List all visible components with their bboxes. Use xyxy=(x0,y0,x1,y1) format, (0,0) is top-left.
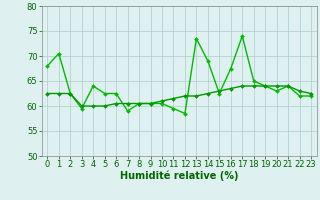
X-axis label: Humidité relative (%): Humidité relative (%) xyxy=(120,171,238,181)
